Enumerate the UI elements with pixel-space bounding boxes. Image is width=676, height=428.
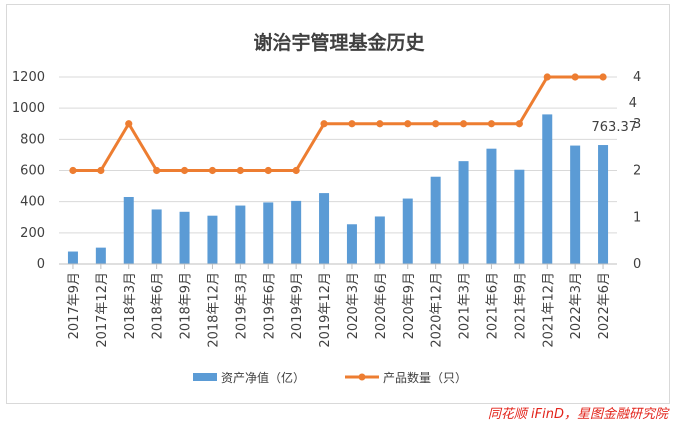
bar	[458, 161, 469, 264]
y-right-tick-label: 2	[633, 164, 641, 179]
y-left-tick-label: 1200	[12, 70, 45, 85]
line-point	[97, 166, 105, 175]
bar	[514, 169, 525, 264]
annotation-value: 763.37	[592, 120, 638, 135]
x-tick-label: 2020年6月	[374, 272, 389, 339]
y-left-tick-label: 200	[20, 226, 45, 241]
line-point	[571, 73, 579, 81]
line-path	[72, 75, 604, 172]
right-axis-ticks: 0 1 2 3 4	[633, 70, 641, 272]
bar	[486, 148, 497, 264]
x-tick-label: 2019年12月	[318, 272, 333, 348]
left-axis-ticks: 0 200 400 600 800 1000 1200	[12, 70, 45, 272]
x-tick-label: 2019年6月	[262, 272, 277, 339]
bar	[542, 114, 553, 265]
line-point	[432, 120, 440, 128]
source-note: 同花顺 iFinD，星图金融研究院	[487, 407, 668, 422]
bar	[207, 215, 218, 264]
line-point	[404, 120, 412, 128]
x-tick-label: 2020年12月	[430, 272, 445, 348]
x-tick-label: 2018年6月	[151, 272, 166, 339]
line-point	[69, 166, 77, 175]
line-point	[208, 166, 217, 175]
line-point	[348, 120, 356, 128]
x-tick-label: 2021年6月	[485, 272, 500, 339]
line-point	[320, 120, 328, 128]
bar	[374, 216, 385, 264]
x-tick-label: 2017年12月	[95, 272, 110, 348]
y-left-tick-label: 400	[20, 195, 45, 210]
bar	[402, 198, 413, 264]
y-left-tick-label: 0	[37, 257, 45, 272]
y-left-tick-label: 600	[20, 164, 45, 179]
bar	[235, 205, 246, 264]
line-point	[515, 120, 523, 128]
chart-title: 谢治宇管理基金历史	[253, 31, 425, 54]
line-point	[180, 166, 189, 175]
x-tick-label: 2019年9月	[290, 272, 305, 339]
bar	[151, 209, 162, 264]
bar	[263, 202, 274, 264]
x-tick-label: 2018年3月	[123, 272, 138, 339]
bar	[291, 200, 302, 264]
legend-label-line: 产品数量（只）	[383, 370, 467, 385]
line-point	[153, 166, 161, 175]
line-point	[543, 73, 551, 81]
bar	[319, 193, 330, 264]
bar	[123, 196, 134, 264]
gridlines	[59, 76, 617, 265]
y-right-tick-label: 3	[633, 117, 641, 132]
bar	[179, 211, 190, 264]
line-series	[69, 73, 607, 175]
line-point	[264, 166, 272, 175]
legend: 资产净值（亿） 产品数量（只）	[193, 370, 467, 385]
bar-series	[67, 114, 609, 265]
x-tick-label: 2019年3月	[234, 272, 249, 339]
line-point	[236, 166, 244, 175]
bar	[67, 251, 78, 264]
x-tick-label: 2022年6月	[597, 272, 612, 339]
x-tick-label: 2020年3月	[346, 272, 361, 339]
x-tick-label: 2020年9月	[402, 272, 417, 339]
bar	[95, 247, 106, 264]
x-tick-label: 2018年9月	[179, 272, 194, 339]
y-right-tick-label: 0	[633, 257, 641, 272]
line-point	[599, 73, 607, 81]
x-tick-label: 2021年3月	[458, 272, 473, 339]
x-axis-ticks: 2017年9月 2017年12月 2018年3月 2018年6月 2018年9月 2018…	[59, 263, 617, 348]
line-point	[292, 166, 300, 175]
y-right-tick-label: 4	[633, 70, 641, 85]
x-tick-label: 2021年12月	[541, 272, 556, 348]
chart-svg: 谢治宇管理基金历史 0 200 400 600 800 1000 1200 0 1 2 3 4 20…	[12, 31, 641, 385]
annotation-count: 4	[629, 96, 637, 111]
y-left-tick-label: 800	[20, 132, 45, 147]
legend-label-bar: 资产净值（亿）	[221, 370, 305, 385]
line-point	[487, 120, 496, 128]
x-tick-label: 2018年12月	[206, 272, 221, 348]
bar	[346, 224, 357, 264]
x-tick-label: 2021年9月	[513, 272, 528, 339]
line-point	[125, 120, 133, 128]
y-right-tick-label: 1	[633, 210, 641, 225]
line-point	[376, 120, 384, 128]
y-left-tick-label: 1000	[12, 101, 45, 116]
line-point	[459, 120, 468, 128]
x-tick-label: 2022年3月	[569, 272, 584, 339]
bar	[570, 145, 581, 264]
legend-swatch-bar	[193, 373, 217, 381]
chart-frame: 谢治宇管理基金历史 0 200 400 600 800 1000 1200 0 1 2 3 4 20…	[6, 4, 670, 404]
bar	[598, 145, 609, 264]
bar	[430, 176, 441, 264]
x-tick-label: 2017年9月	[67, 272, 82, 339]
legend-swatch-marker	[358, 373, 366, 381]
